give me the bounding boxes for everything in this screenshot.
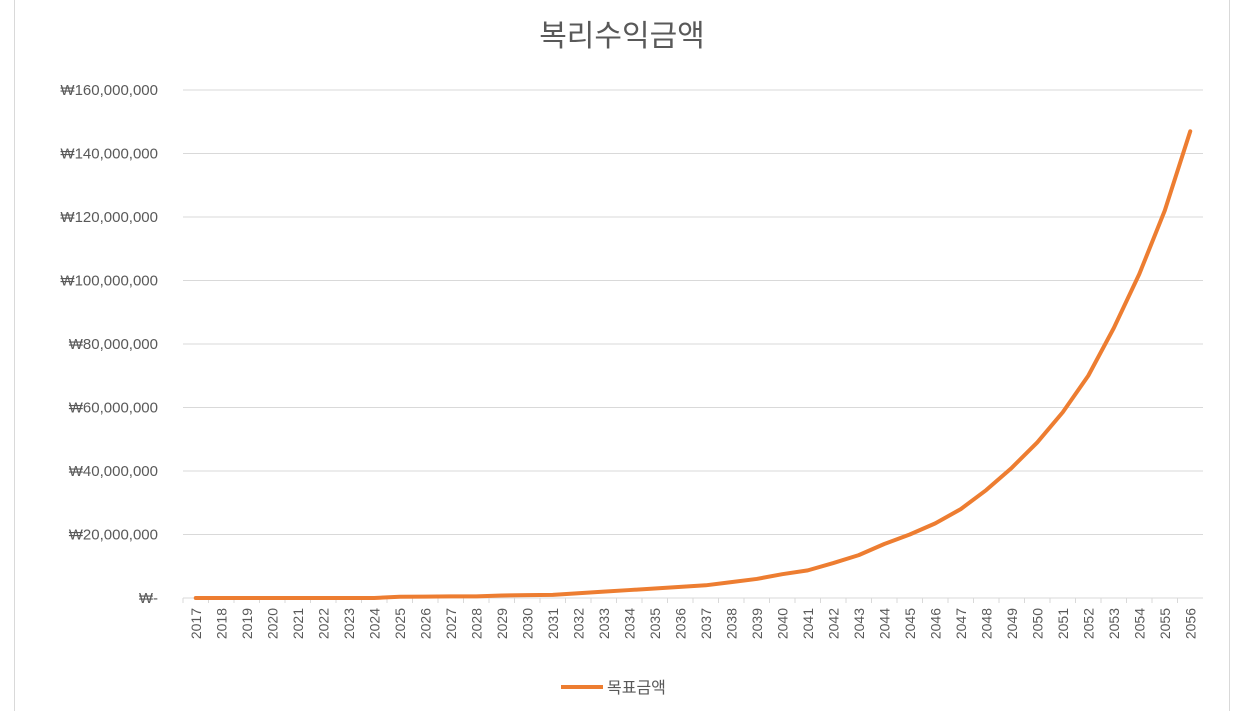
y-tick-label: ₩160,000,000 xyxy=(60,82,158,99)
y-tick-label: ₩- xyxy=(139,590,158,607)
x-tick-label: 2039 xyxy=(749,608,765,639)
x-axis-ticks: 2017 2018 2019 2020 2021 2022 2023 2024 2025 2026… xyxy=(182,598,1198,639)
x-tick-label: 2055 xyxy=(1157,608,1173,639)
x-tick-label: 2018 xyxy=(213,608,229,639)
legend-label: 목표금액 xyxy=(607,678,666,697)
x-tick-label: 2050 xyxy=(1029,608,1045,639)
y-tick-label: ₩20,000,000 xyxy=(69,527,158,544)
x-tick-label: 2023 xyxy=(341,608,357,639)
x-tick-label: 2045 xyxy=(902,608,918,639)
x-tick-label: 2056 xyxy=(1182,608,1198,639)
chart-title: 복리수익금액 xyxy=(539,19,705,54)
x-tick-label: 2032 xyxy=(570,608,586,639)
x-tick-label: 2042 xyxy=(825,608,841,639)
x-tick-label: 2038 xyxy=(723,608,739,639)
x-tick-label: 2048 xyxy=(978,608,994,639)
chart-area: 복리수익금액 ₩- ₩20,000,000 ₩40,000,000 ₩60,000,0… xyxy=(14,0,1230,711)
x-tick-label: 2031 xyxy=(545,608,561,639)
x-tick-label: 2021 xyxy=(290,608,306,639)
x-tick-label: 2035 xyxy=(647,608,663,639)
y-tick-label: ₩80,000,000 xyxy=(69,336,158,353)
x-tick-label: 2053 xyxy=(1106,608,1122,639)
series-line xyxy=(193,129,1193,600)
x-tick-label: 2022 xyxy=(315,608,331,639)
y-axis-ticks: ₩- ₩20,000,000 ₩40,000,000 ₩60,000,000 ₩80,0… xyxy=(60,82,158,607)
x-tick-label: 2051 xyxy=(1055,608,1071,639)
x-tick-label: 2030 xyxy=(519,608,535,639)
y-tick-label: ₩60,000,000 xyxy=(69,400,158,417)
x-tick-label: 2028 xyxy=(468,608,484,639)
x-tick-label: 2024 xyxy=(366,608,382,639)
x-tick-label: 2029 xyxy=(494,608,510,639)
x-tick-label: 2020 xyxy=(264,608,280,639)
x-tick-label: 2017 xyxy=(188,608,204,639)
x-tick-label: 2044 xyxy=(876,608,892,639)
x-tick-label: 2019 xyxy=(239,608,255,639)
y-tick-label: ₩140,000,000 xyxy=(60,146,158,163)
x-tick-label: 2034 xyxy=(621,608,637,639)
x-tick-label: 2054 xyxy=(1131,608,1147,639)
x-tick-label: 2027 xyxy=(443,608,459,639)
x-tick-label: 2052 xyxy=(1080,608,1096,639)
legend: 목표금액 xyxy=(561,678,666,697)
gridlines xyxy=(183,89,1203,599)
x-tick-label: 2037 xyxy=(698,608,714,639)
x-tick-label: 2043 xyxy=(851,608,867,639)
x-tick-label: 2049 xyxy=(1004,608,1020,639)
x-tick-label: 2026 xyxy=(417,608,433,639)
x-tick-label: 2047 xyxy=(953,608,969,639)
x-tick-label: 2025 xyxy=(392,608,408,639)
x-tick-label: 2036 xyxy=(672,608,688,639)
x-tick-label: 2046 xyxy=(927,608,943,639)
series-layer xyxy=(193,129,1193,600)
x-tick-label: 2041 xyxy=(800,608,816,639)
x-tick-label: 2040 xyxy=(774,608,790,639)
y-tick-label: ₩100,000,000 xyxy=(60,273,158,290)
y-tick-label: ₩120,000,000 xyxy=(60,209,158,226)
y-tick-label: ₩40,000,000 xyxy=(69,463,158,480)
x-tick-label: 2033 xyxy=(596,608,612,639)
line-chart: 복리수익금액 ₩- ₩20,000,000 ₩40,000,000 ₩60,000,0… xyxy=(60,19,1203,697)
